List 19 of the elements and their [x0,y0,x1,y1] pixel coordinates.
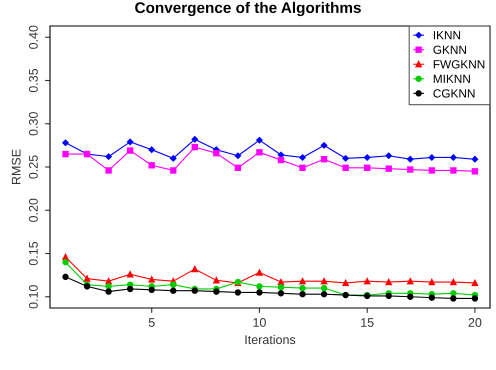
y-tick-label: 0.35 [28,68,38,92]
x-tick-label: 10 [253,318,266,327]
chart-title: Convergence of the Algorithms [135,2,361,16]
y-tick-label: 0.20 [28,198,38,222]
legend-label: GKNN [433,46,466,54]
legend-label: IKNN [434,31,460,40]
x-tick-label: 20 [468,318,482,327]
x-tick-label: 5 [148,318,155,327]
x-tick-label: 15 [361,318,374,327]
y-tick-label: 0.30 [28,112,38,136]
x-axis-title: Iterations [245,334,296,344]
y-tick-label: 0.15 [28,242,38,266]
y-tick-label: 0.10 [28,285,38,308]
legend-label: MIKNN [434,74,470,83]
y-axis-title: RMSE [12,149,21,184]
y-tick-label: 0.25 [28,155,38,179]
legend-label: CGKNN [433,89,474,98]
y-tick-label: 0.40 [28,26,38,49]
legend-label: FWGKNN [434,60,484,68]
